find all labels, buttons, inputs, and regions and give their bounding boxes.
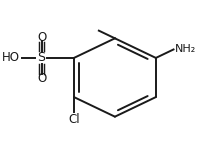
Text: S: S xyxy=(38,51,46,64)
Text: HO: HO xyxy=(2,51,20,64)
Text: NH₂: NH₂ xyxy=(174,44,196,54)
Text: O: O xyxy=(37,72,46,85)
Text: O: O xyxy=(37,31,46,44)
Text: Cl: Cl xyxy=(68,113,80,126)
